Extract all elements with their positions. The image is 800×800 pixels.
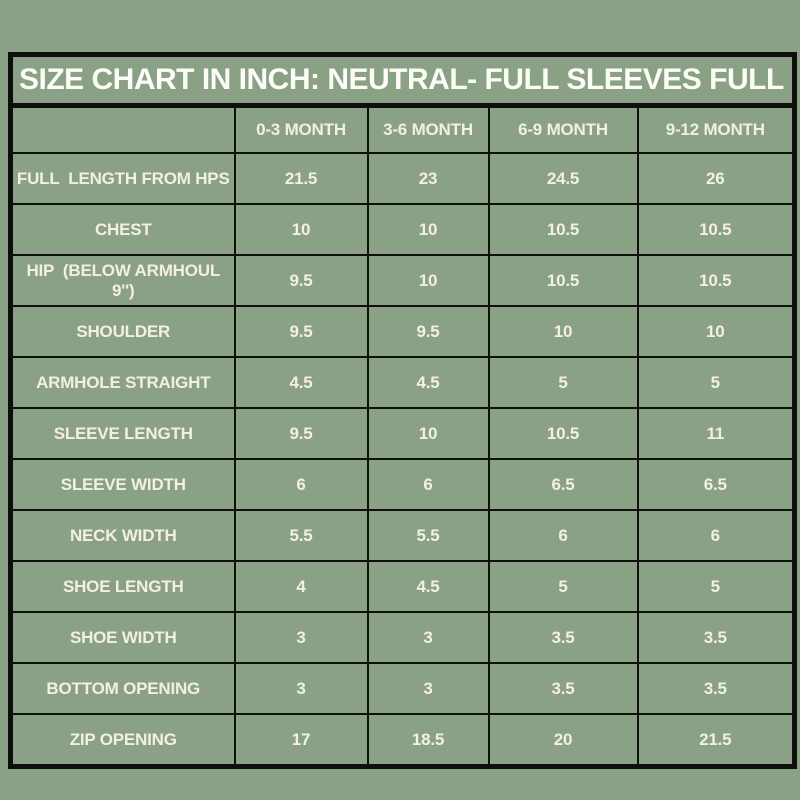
size-value: 6 bbox=[487, 509, 639, 562]
size-value: 10 bbox=[487, 305, 639, 358]
size-value: 3 bbox=[366, 662, 490, 715]
size-value: 5.5 bbox=[366, 509, 490, 562]
size-value: 3.5 bbox=[636, 662, 796, 715]
row-label: SHOE WIDTH bbox=[9, 611, 236, 664]
size-value: 10 bbox=[366, 254, 490, 307]
size-value: 5 bbox=[487, 560, 639, 613]
column-header-6-9-month: 6-9 MONTH bbox=[487, 104, 639, 154]
table-row-shoe-length: SHOE LENGTH 4 4.5 5 5 bbox=[9, 560, 796, 613]
size-value: 5 bbox=[636, 560, 796, 613]
size-value: 11 bbox=[636, 407, 796, 460]
row-label: ZIP OPENING bbox=[9, 713, 236, 768]
row-label: CHEST bbox=[9, 203, 236, 256]
size-value: 5 bbox=[487, 356, 639, 409]
size-value: 20 bbox=[487, 713, 639, 768]
row-label: ARMHOLE STRAIGHT bbox=[9, 356, 236, 409]
size-value: 4 bbox=[233, 560, 369, 613]
size-value: 18.5 bbox=[366, 713, 490, 768]
size-value: 6.5 bbox=[487, 458, 639, 511]
size-value: 21.5 bbox=[233, 152, 369, 205]
column-header-0-3-month: 0-3 MONTH bbox=[233, 104, 369, 154]
table-row-sleeve-length: SLEEVE LENGTH 9.5 10 10.5 11 bbox=[9, 407, 796, 460]
table-row-shoe-width: SHOE WIDTH 3 3 3.5 3.5 bbox=[9, 611, 796, 664]
size-chart-container: SIZE CHART IN INCH: NEUTRAL- FULL SLEEVE… bbox=[8, 52, 798, 769]
table-row-chest: CHEST 10 10 10.5 10.5 bbox=[9, 203, 796, 256]
size-value: 6 bbox=[636, 509, 796, 562]
size-value: 6 bbox=[233, 458, 369, 511]
size-value: 24.5 bbox=[487, 152, 639, 205]
table-row-armhole-straight: ARMHOLE STRAIGHT 4.5 4.5 5 5 bbox=[9, 356, 796, 409]
size-value: 4.5 bbox=[233, 356, 369, 409]
size-value: 10 bbox=[366, 203, 490, 256]
size-value: 23 bbox=[366, 152, 490, 205]
size-value: 3 bbox=[366, 611, 490, 664]
size-value: 10.5 bbox=[487, 407, 639, 460]
size-value: 26 bbox=[636, 152, 796, 205]
size-value: 9.5 bbox=[366, 305, 490, 358]
table-row-hip: HIP (BELOW ARMHOUL 9'') 9.5 10 10.5 10.5 bbox=[9, 254, 796, 307]
row-label: NECK WIDTH bbox=[9, 509, 236, 562]
row-label: FULL LENGTH FROM HPS bbox=[9, 152, 236, 205]
table-row-neck-width: NECK WIDTH 5.5 5.5 6 6 bbox=[9, 509, 796, 562]
size-chart-table: SIZE CHART IN INCH: NEUTRAL- FULL SLEEVE… bbox=[8, 52, 798, 769]
table-row-zip-opening: ZIP OPENING 17 18.5 20 21.5 bbox=[9, 713, 796, 768]
size-value: 5.5 bbox=[233, 509, 369, 562]
size-value: 3.5 bbox=[487, 662, 639, 715]
size-value: 6.5 bbox=[636, 458, 796, 511]
size-value: 9.5 bbox=[233, 305, 369, 358]
size-value: 17 bbox=[233, 713, 369, 768]
title-row: SIZE CHART IN INCH: NEUTRAL- FULL SLEEVE… bbox=[9, 53, 796, 108]
row-label: SHOULDER bbox=[9, 305, 236, 358]
size-value: 3.5 bbox=[636, 611, 796, 664]
row-label: SHOE LENGTH bbox=[9, 560, 236, 613]
size-value: 10.5 bbox=[636, 254, 796, 307]
header-row: 0-3 MONTH 3-6 MONTH 6-9 MONTH 9-12 MONTH bbox=[9, 104, 796, 154]
size-value: 9.5 bbox=[233, 407, 369, 460]
row-label: SLEEVE LENGTH bbox=[9, 407, 236, 460]
size-value: 10.5 bbox=[487, 203, 639, 256]
size-value: 3 bbox=[233, 662, 369, 715]
row-label: HIP (BELOW ARMHOUL 9'') bbox=[9, 254, 236, 307]
size-value: 10 bbox=[636, 305, 796, 358]
row-label: SLEEVE WIDTH bbox=[9, 458, 236, 511]
column-header-3-6-month: 3-6 MONTH bbox=[366, 104, 490, 154]
size-value: 21.5 bbox=[636, 713, 796, 768]
corner-cell bbox=[9, 104, 236, 154]
table-row-sleeve-width: SLEEVE WIDTH 6 6 6.5 6.5 bbox=[9, 458, 796, 511]
table-row-bottom-opening: BOTTOM OPENING 3 3 3.5 3.5 bbox=[9, 662, 796, 715]
size-value: 10.5 bbox=[636, 203, 796, 256]
size-value: 3 bbox=[233, 611, 369, 664]
size-value: 5 bbox=[636, 356, 796, 409]
column-header-9-12-month: 9-12 MONTH bbox=[636, 104, 796, 154]
size-value: 4.5 bbox=[366, 560, 490, 613]
chart-title: SIZE CHART IN INCH: NEUTRAL- FULL SLEEVE… bbox=[9, 53, 796, 108]
table-row-shoulder: SHOULDER 9.5 9.5 10 10 bbox=[9, 305, 796, 358]
size-value: 10.5 bbox=[487, 254, 639, 307]
table-row-full-length: FULL LENGTH FROM HPS 21.5 23 24.5 26 bbox=[9, 152, 796, 205]
size-value: 10 bbox=[233, 203, 369, 256]
size-value: 3.5 bbox=[487, 611, 639, 664]
size-value: 4.5 bbox=[366, 356, 490, 409]
size-value: 9.5 bbox=[233, 254, 369, 307]
size-value: 10 bbox=[366, 407, 490, 460]
size-value: 6 bbox=[366, 458, 490, 511]
row-label: BOTTOM OPENING bbox=[9, 662, 236, 715]
